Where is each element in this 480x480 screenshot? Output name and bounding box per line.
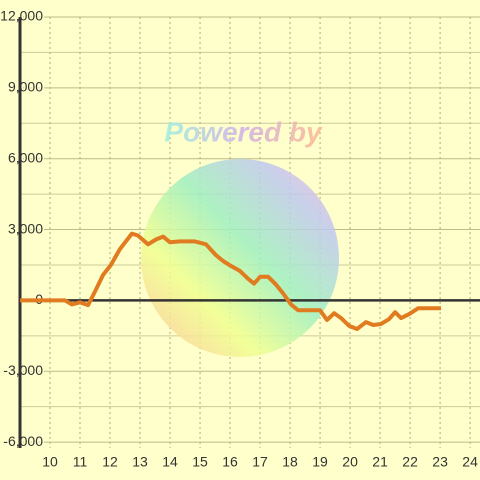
- x-tick-label: 22: [402, 454, 418, 470]
- y-tick-label: 9,000: [8, 79, 43, 95]
- y-tick-label: 3,000: [8, 220, 43, 236]
- watermark-logo: [141, 159, 339, 357]
- x-tick-label: 12: [102, 454, 118, 470]
- watermark-text: Powered by: [164, 116, 323, 147]
- series-line: [20, 231, 441, 331]
- y-tick-label: 6,000: [8, 149, 43, 165]
- y-tick-label: 12,000: [0, 8, 43, 24]
- x-tick-label: 16: [222, 454, 238, 470]
- x-tick-label: 11: [73, 454, 88, 470]
- x-tick-label: 19: [312, 454, 328, 470]
- x-tick-label: 24: [462, 454, 478, 470]
- x-tick-label: 14: [162, 454, 178, 470]
- x-tick-label: 21: [372, 454, 388, 470]
- x-tick-label: 10: [42, 454, 58, 470]
- y-tick-label: -3,000: [3, 362, 43, 378]
- x-tick-label: 18: [282, 454, 298, 470]
- x-tick-label: 23: [432, 454, 448, 470]
- y-tick-label: -6,000: [3, 433, 43, 449]
- x-tick-label: 15: [192, 454, 208, 470]
- x-tick-label: 13: [132, 454, 148, 470]
- x-tick-label: 20: [342, 454, 358, 470]
- watermark: Powered by: [141, 116, 339, 357]
- x-tick-label: 17: [252, 454, 268, 470]
